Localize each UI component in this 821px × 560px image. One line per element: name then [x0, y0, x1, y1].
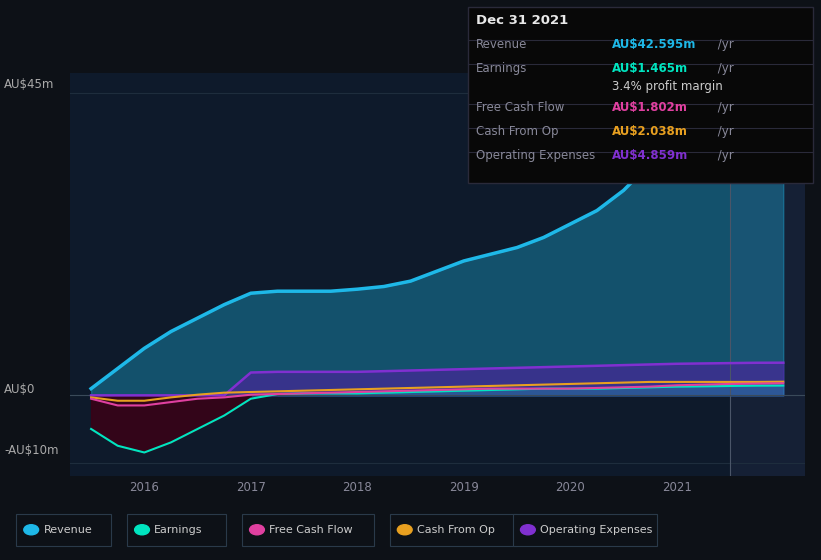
Text: Cash From Op: Cash From Op: [417, 525, 495, 535]
Bar: [730, 73, 805, 476]
Text: AU$4.859m: AU$4.859m: [612, 149, 688, 162]
Text: /yr: /yr: [714, 125, 734, 138]
Text: AU$45m: AU$45m: [4, 77, 54, 91]
Text: Earnings: Earnings: [476, 62, 528, 74]
Text: /yr: /yr: [714, 38, 734, 50]
Text: Earnings: Earnings: [154, 525, 203, 535]
Text: /yr: /yr: [714, 101, 734, 114]
Text: Dec 31 2021: Dec 31 2021: [476, 13, 568, 26]
Text: Free Cash Flow: Free Cash Flow: [476, 101, 565, 114]
Text: /yr: /yr: [714, 62, 734, 74]
Text: Revenue: Revenue: [476, 38, 528, 50]
Text: Operating Expenses: Operating Expenses: [476, 149, 595, 162]
Text: AU$1.802m: AU$1.802m: [612, 101, 687, 114]
Text: -AU$10m: -AU$10m: [4, 444, 58, 458]
Text: AU$1.465m: AU$1.465m: [612, 62, 688, 74]
Text: Free Cash Flow: Free Cash Flow: [269, 525, 353, 535]
Text: AU$2.038m: AU$2.038m: [612, 125, 687, 138]
Text: 3.4% profit margin: 3.4% profit margin: [612, 80, 722, 92]
Text: Operating Expenses: Operating Expenses: [540, 525, 653, 535]
Text: /yr: /yr: [714, 149, 734, 162]
Text: Cash From Op: Cash From Op: [476, 125, 558, 138]
Text: AU$42.595m: AU$42.595m: [612, 38, 696, 50]
Text: Revenue: Revenue: [44, 525, 92, 535]
Text: AU$0: AU$0: [4, 382, 35, 396]
